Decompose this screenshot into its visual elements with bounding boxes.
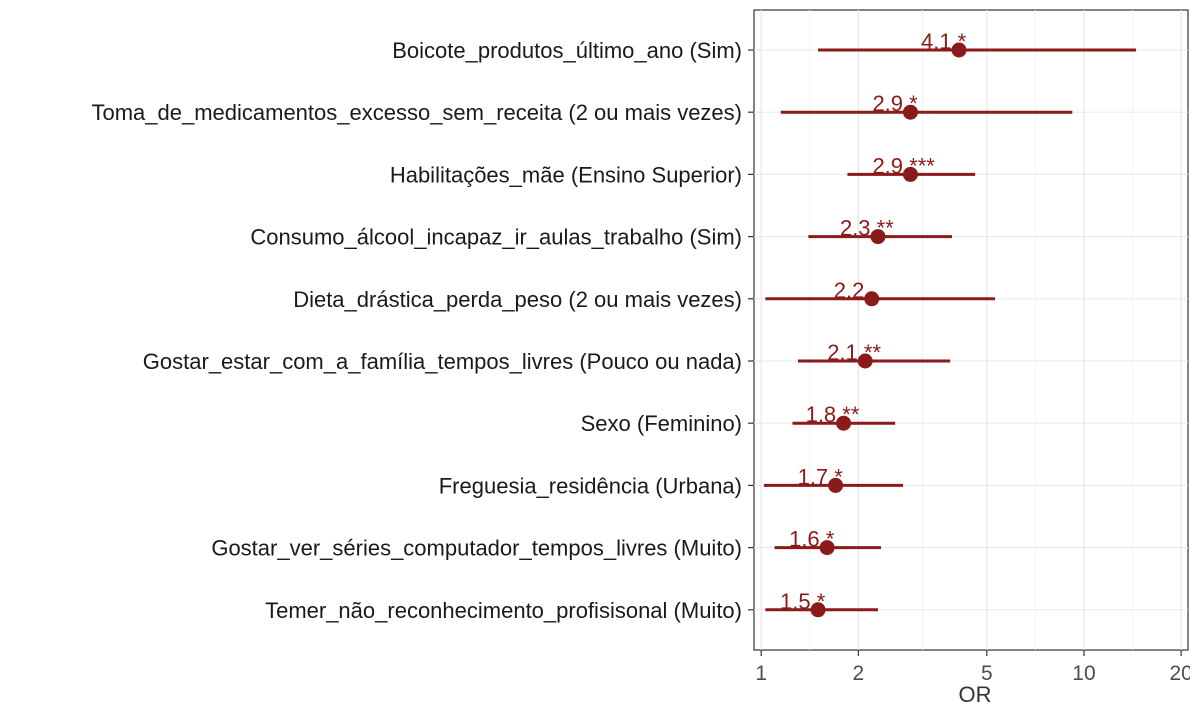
x-tick-label: 20 [1169, 662, 1190, 685]
category-label: Gostar_ver_séries_computador_tempos_livr… [211, 536, 742, 561]
estimate-point [819, 540, 835, 556]
category-label: Toma_de_medicamentos_excesso_sem_receita… [91, 100, 742, 125]
estimate-point [870, 229, 886, 245]
x-tick-label: 2 [853, 662, 865, 685]
category-label: Temer_não_reconhecimento_profisisonal (M… [265, 598, 742, 623]
estimate-label: 2.1 ** [827, 340, 881, 365]
x-tick-label: 1 [755, 662, 767, 685]
estimates: 4.1 *2.9 *2.9 ***2.3 **2.22.1 **1.8 **1.… [763, 29, 1137, 618]
category-label: Sexo (Feminino) [581, 411, 742, 436]
category-label: Boicote_produtos_último_ano (Sim) [392, 38, 742, 63]
category-labels: Boicote_produtos_último_ano (Sim) Toma_de… [91, 38, 754, 623]
panel-background [753, 9, 1189, 651]
estimate-label: 2.3 ** [840, 216, 894, 241]
estimate-label: 1.8 ** [806, 402, 860, 427]
x-axis: 1 2 5 10 20 [755, 650, 1190, 685]
estimate-point [951, 42, 967, 58]
estimate-point [902, 166, 918, 182]
estimate-label: 2.2 [834, 278, 865, 303]
estimate-point [828, 477, 844, 493]
category-label: Dieta_drástica_perda_peso (2 ou mais vez… [293, 287, 742, 312]
x-axis-title: OR [959, 682, 992, 707]
category-label: Gostar_estar_com_a_família_tempos_livres… [143, 349, 742, 374]
category-label: Freguesia_residência (Urbana) [439, 473, 742, 498]
estimate-point [857, 353, 873, 369]
estimate-point [864, 291, 880, 307]
x-tick-label: 10 [1072, 662, 1095, 685]
category-label: Habilitações_mãe (Ensino Superior) [390, 162, 742, 187]
estimate-point [902, 104, 918, 120]
estimate-point [810, 602, 826, 618]
estimate-point [836, 415, 852, 431]
category-label: Consumo_álcool_incapaz_ir_aulas_trabalho… [250, 225, 742, 250]
x-tick-label: 5 [981, 662, 993, 685]
